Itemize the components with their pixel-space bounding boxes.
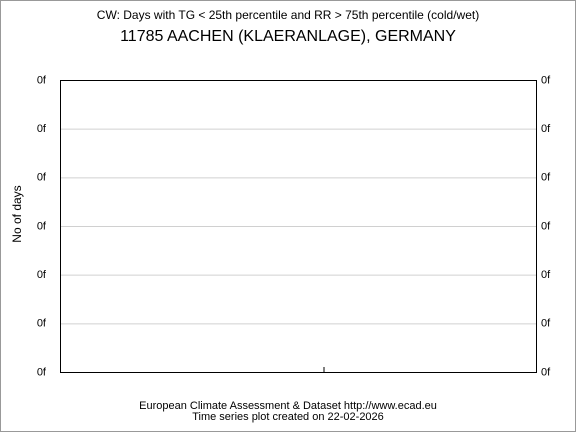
plot-frame bbox=[60, 80, 537, 373]
y2-tick-label: 0f bbox=[541, 269, 551, 281]
footer: European Climate Assessment & Dataset ht… bbox=[139, 400, 437, 412]
y2-tick-label: 0f bbox=[541, 74, 551, 86]
y-tick-label: 0f bbox=[37, 269, 47, 281]
chart-subtitle: 11785 AACHEN (KLAERANLAGE), GERMANY bbox=[120, 28, 456, 45]
y-tick-label: 0f bbox=[37, 318, 47, 330]
y2-tick-label: 0f bbox=[541, 366, 551, 378]
y2-tick-label: 0f bbox=[541, 172, 551, 184]
y2-tick-label: 0f bbox=[541, 220, 551, 232]
y2-tick-label: 0f bbox=[541, 123, 551, 135]
y-axis-label: No of days bbox=[10, 185, 24, 242]
y2-tick-label: 0f bbox=[541, 318, 551, 330]
y-tick-label: 0f bbox=[37, 172, 47, 184]
chart-title: CW: Days with TG < 25th percentile and R… bbox=[97, 8, 479, 22]
footer: Time series plot created on 22-02-2026 bbox=[192, 411, 384, 423]
y-tick-label: 0f bbox=[37, 220, 47, 232]
y-tick-label: 0f bbox=[37, 123, 47, 135]
y-tick-label: 0f bbox=[37, 366, 47, 378]
y-tick-label: 0f bbox=[37, 74, 47, 86]
